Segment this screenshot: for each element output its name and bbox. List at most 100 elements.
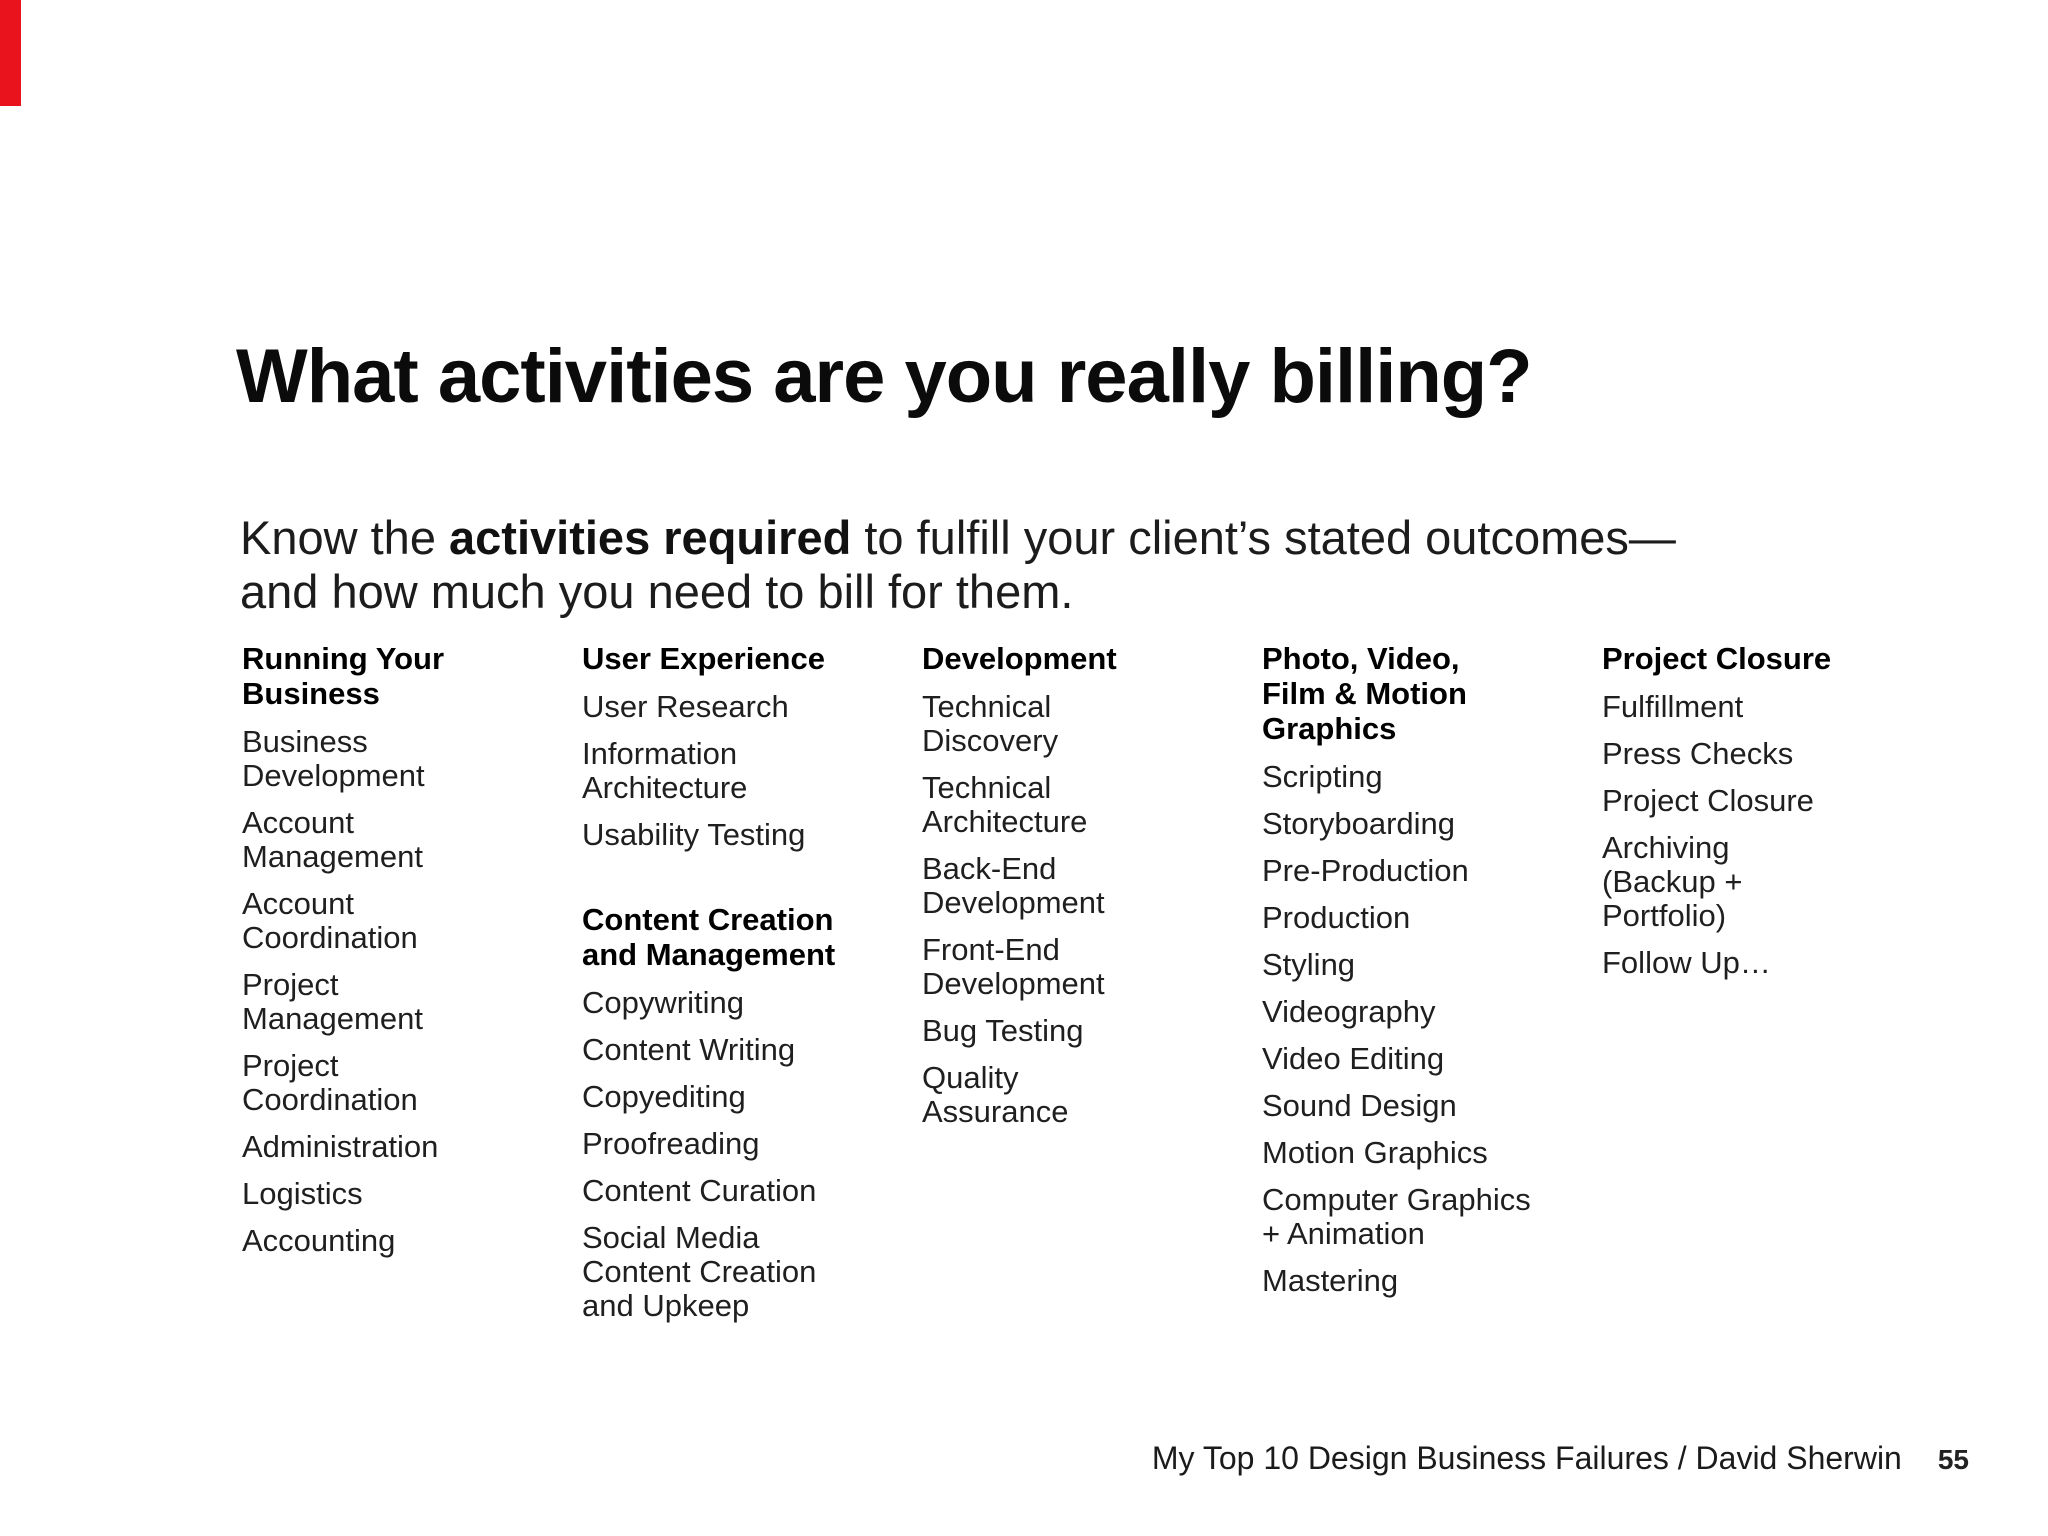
list-item-line: and Upkeep [582, 1288, 750, 1323]
list-item: Usability Testing [582, 818, 882, 852]
list-item-line: Architecture [582, 770, 748, 805]
list-item-line: Logistics [242, 1176, 363, 1211]
list-item-line: Administration [242, 1129, 439, 1164]
list-item-line: Proofreading [582, 1126, 760, 1161]
list-item-line: Videography [1262, 994, 1436, 1029]
list-item-line: Styling [1262, 947, 1356, 982]
list-item: Front-End Development [922, 933, 1222, 1001]
list-item: Storyboarding [1262, 807, 1562, 841]
list-item: Copyediting [582, 1080, 882, 1114]
list-item-line: Management [242, 1001, 423, 1036]
list-item-line: Account [242, 805, 355, 840]
column-header-line: Content Creation [582, 902, 834, 937]
column-header: Development [922, 641, 1222, 676]
column-header-line: and Management [582, 937, 836, 972]
column-section: Photo, Video, Film & Motion Graphics Script… [1262, 641, 1562, 1298]
list-item: Business Development [242, 725, 542, 793]
activity-columns: Running Your Business Business Development A… [242, 641, 1902, 1323]
column-header-line: Development [922, 641, 1117, 676]
column-header: Content Creation and Management [582, 902, 882, 972]
list-item-line: Project [242, 1048, 339, 1083]
list-item-line: Storyboarding [1262, 806, 1456, 841]
list-item-line: Quality [922, 1060, 1019, 1095]
list-item: Follow Up… [1602, 946, 1902, 980]
list-item: Quality Assurance [922, 1061, 1222, 1129]
subtitle-line2: and how much you need to bill for them. [240, 565, 1074, 618]
list-item-line: Development [922, 885, 1105, 920]
list-item-line: Content Writing [582, 1032, 796, 1067]
list-item-line: Development [922, 966, 1105, 1001]
column-header-line: Running Your [242, 641, 445, 676]
list-item-line: (Backup + [1602, 864, 1743, 899]
list-item: Accounting [242, 1224, 542, 1258]
list-item-line: Computer Graphics [1262, 1182, 1531, 1217]
list-item: Videography [1262, 995, 1562, 1029]
list-item-line: Sound Design [1262, 1088, 1457, 1123]
column-header: Project Closure [1602, 641, 1902, 676]
list-item: Project Closure [1602, 784, 1902, 818]
list-item: Project Management [242, 968, 542, 1036]
footer-credit: My Top 10 Design Business Failures / Dav… [1151, 1440, 1902, 1476]
list-item: Video Editing [1262, 1042, 1562, 1076]
list-item: Press Checks [1602, 737, 1902, 771]
list-item-line: Business [242, 724, 368, 759]
list-item: Technical Discovery [922, 690, 1222, 758]
list-item: Fulfillment [1602, 690, 1902, 724]
list-item-line: Accounting [242, 1223, 396, 1258]
column-section: Running Your Business Business Development A… [242, 641, 542, 1258]
activity-column-2: User Experience User Research Information A… [582, 641, 882, 1323]
slide-subtitle: Know the activities required to fulfill … [240, 511, 1676, 619]
column-header: Running Your Business [242, 641, 542, 711]
list-item-line: Discovery [922, 723, 1059, 758]
activity-column-1: Running Your Business Business Development A… [242, 641, 542, 1323]
column-section: Project Closure Fulfillment Press Checks Pr… [1602, 641, 1902, 980]
list-item-line: Development [242, 758, 425, 793]
list-item-line: Content Creation [582, 1254, 817, 1289]
slide-title: What activities are you really billing? [236, 333, 1533, 419]
column-header-line: User Experience [582, 641, 825, 676]
list-item: Mastering [1262, 1264, 1562, 1298]
column-section: Development Technical Discovery Technical Ar… [922, 641, 1222, 1129]
subtitle-bold-phrase: activities required [449, 511, 852, 564]
subtitle-text-suffix: to fulfill your client’s stated outcomes… [851, 511, 1676, 564]
list-item: Logistics [242, 1177, 542, 1211]
column-header: Photo, Video, Film & Motion Graphics [1262, 641, 1562, 746]
list-item: Content Writing [582, 1033, 882, 1067]
list-item-line: Front-End [922, 932, 1060, 967]
activity-column-3: Development Technical Discovery Technical Ar… [922, 641, 1222, 1323]
list-item: Motion Graphics [1262, 1136, 1562, 1170]
column-header-line: Photo, Video, [1262, 641, 1460, 676]
list-item: Computer Graphics + Animation [1262, 1183, 1562, 1251]
list-item-line: Assurance [922, 1094, 1069, 1129]
list-item-line: Bug Testing [922, 1013, 1084, 1048]
list-item-line: Mastering [1262, 1263, 1399, 1298]
list-item: Production [1262, 901, 1562, 935]
list-item: Technical Architecture [922, 771, 1222, 839]
list-item-line: Project [242, 967, 339, 1002]
list-item-line: Video Editing [1262, 1041, 1445, 1076]
list-item-line: Usability Testing [582, 817, 806, 852]
list-item-line: Content Curation [582, 1173, 817, 1208]
list-item: Social Media Content Creation and Upkeep [582, 1221, 882, 1323]
subtitle-text-prefix: Know the [240, 511, 450, 564]
column-section: User Experience User Research Information A… [582, 641, 882, 852]
slide-footer: My Top 10 Design Business Failures / Dav… [1152, 1440, 1969, 1477]
column-header-line: Project Closure [1602, 641, 1832, 676]
column-header: User Experience [582, 641, 882, 676]
list-item: Administration [242, 1130, 542, 1164]
activity-column-4: Photo, Video, Film & Motion Graphics Script… [1262, 641, 1562, 1323]
list-item: Content Curation [582, 1174, 882, 1208]
list-item-line: Copyediting [582, 1079, 746, 1114]
list-item-line: Information [582, 736, 738, 771]
list-item: Sound Design [1262, 1089, 1562, 1123]
list-item: Pre-Production [1262, 854, 1562, 888]
list-item-line: + Animation [1262, 1216, 1425, 1251]
list-item: Back-End Development [922, 852, 1222, 920]
list-item: Archiving (Backup + Portfolio) [1602, 831, 1902, 933]
list-item-line: Production [1262, 900, 1411, 935]
list-item: Information Architecture [582, 737, 882, 805]
list-item: Account Management [242, 806, 542, 874]
list-item-line: Archiving [1602, 830, 1730, 865]
list-item-line: Motion Graphics [1262, 1135, 1488, 1170]
list-item: Copywriting [582, 986, 882, 1020]
